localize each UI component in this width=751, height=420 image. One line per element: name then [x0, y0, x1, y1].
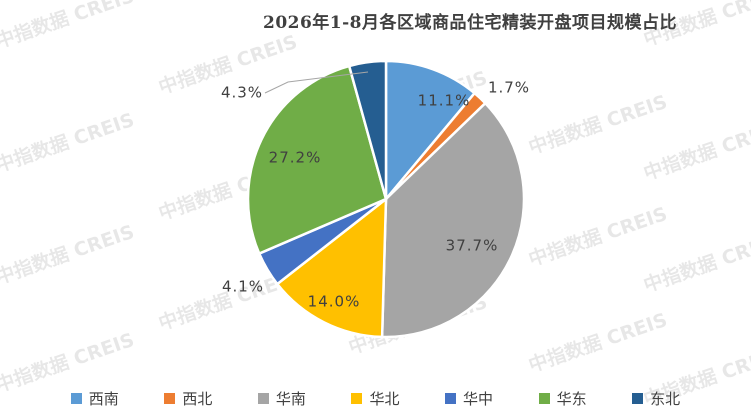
legend-label: 华东	[556, 389, 587, 408]
legend-swatch	[538, 392, 550, 404]
legend-swatch	[351, 392, 363, 404]
pie-slice-1	[384, 59, 477, 203]
legend-label: 东北	[650, 389, 681, 408]
chart-title: 2026年1-8月各区域商品住宅精装开盘项目规模占比	[262, 13, 678, 33]
legend-label: 西北	[182, 389, 213, 408]
pie-chart: 11.1% 1.7% 37.7% 14.0% 4.1% 27.2% 4.3%	[221, 59, 530, 339]
legend-item: 华北	[351, 388, 399, 409]
pie-slice-7	[347, 59, 388, 200]
data-label: 4.1%	[222, 278, 264, 296]
legend-item: 华东	[538, 388, 587, 409]
legend-item: 西北	[164, 388, 212, 409]
pie-slice-6	[246, 64, 388, 256]
data-label: 37.7%	[446, 237, 499, 255]
legend-label: 华南	[275, 389, 306, 408]
pie-slice-4	[275, 196, 388, 339]
legend-label: 华中	[463, 389, 494, 408]
data-label: 4.3%	[221, 84, 263, 102]
legend-item: 西南	[70, 388, 119, 409]
data-label: 11.1%	[418, 92, 471, 110]
legend-swatch	[164, 392, 176, 404]
legend-label: 西南	[88, 389, 119, 408]
leader-line	[264, 71, 369, 94]
legend-swatch	[257, 392, 269, 404]
legend-item: 东北	[632, 388, 680, 409]
legend-item: 华中	[445, 388, 493, 409]
data-label: 14.0%	[308, 293, 361, 311]
legend-swatch	[632, 392, 644, 404]
legend: 西南 西北 华南 华北 华中 华东 东北	[0, 386, 751, 410]
legend-item: 华南	[257, 388, 306, 409]
legend-swatch	[70, 392, 82, 404]
data-label: 1.7%	[488, 79, 530, 97]
pie-slice-3	[380, 101, 526, 339]
legend-label: 华北	[369, 389, 400, 408]
legend-swatch	[445, 392, 457, 404]
data-label: 27.2%	[269, 149, 322, 167]
